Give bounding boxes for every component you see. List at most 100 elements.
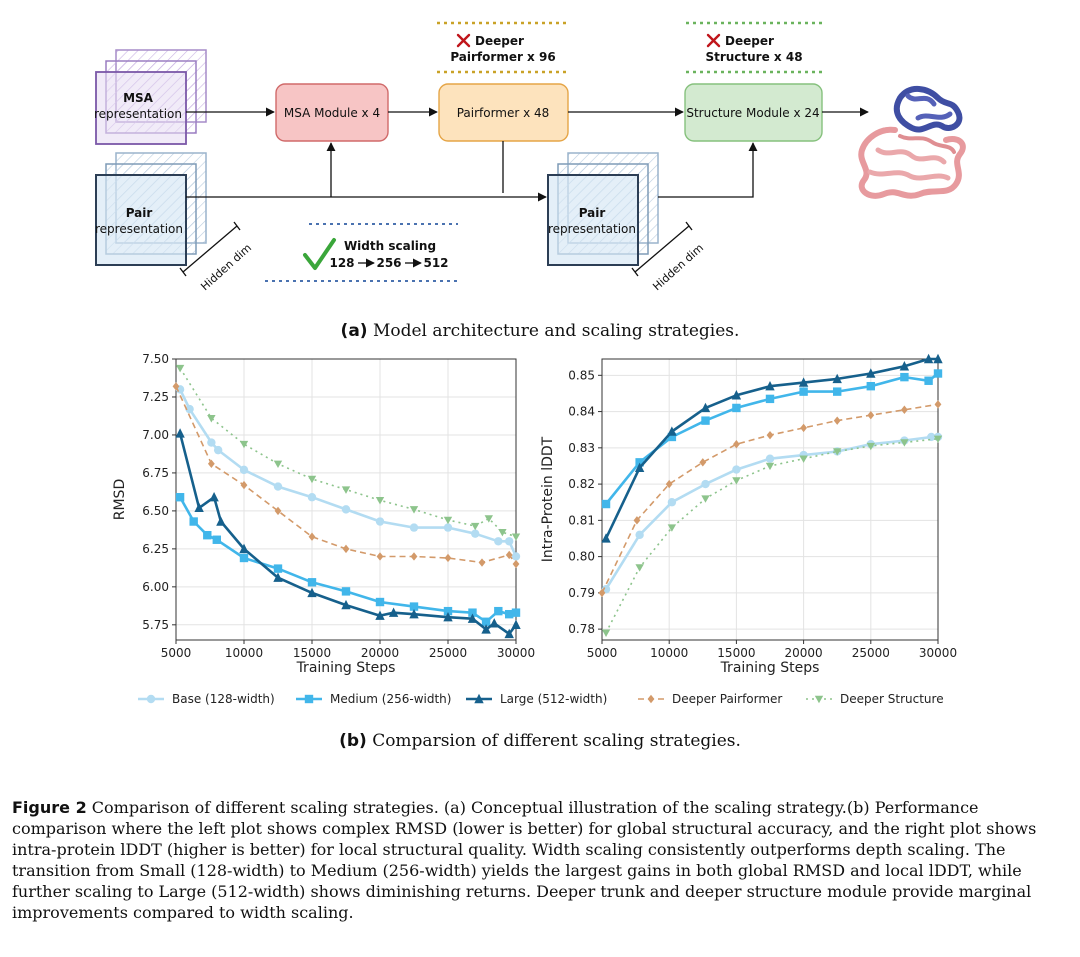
lddt-data-point [923,353,934,364]
lddt-data-point [833,448,842,456]
lddt-data-point [667,426,677,436]
rmsd-data-point [239,440,249,449]
lddt-series-1 [601,369,943,509]
rmsd-data-point [375,497,385,505]
lddt-data-point [867,411,875,420]
lddt-ylabel: Intra-Protein lDDT [540,436,556,562]
y-tick-label: 7.25 [142,390,169,404]
lddt-series-3 [598,400,942,598]
rmsd-data-point [443,612,453,622]
lddt-data-point [924,376,933,385]
rmsd-series-line [178,433,518,636]
rmsd-data-point [189,517,198,526]
rmsd-data-point [175,428,185,438]
lddt-data-point [765,462,775,471]
x-tick-label: 15000 [717,646,755,660]
rmsd-data-point [212,535,221,544]
width-256: 256 [376,256,401,270]
rmsd-data-point [172,382,180,391]
deeper-structure-line1: Deeper [725,34,774,48]
rmsd-data-point [207,459,215,469]
rmsd-data-point [240,480,248,490]
rmsd-data-point [511,608,521,617]
subcaption-a: (a) Model architecture and scaling strat… [0,321,1080,341]
rmsd-data-point [505,550,513,560]
lddt-data-point [933,435,943,443]
y-tick-label: 0.80 [568,550,595,564]
y-tick-label: 0.85 [568,368,595,382]
rmsd-data-point [443,516,453,525]
msa-representation-stack [95,49,207,145]
rmsd-data-point [478,558,486,567]
y-tick-label: 6.00 [142,580,169,594]
legend-item: Deeper Structure [806,692,944,706]
rmsd-data-point [307,493,317,502]
cross-icon [706,33,721,48]
x-tick-label: 5000 [161,646,192,660]
lddt-data-point [665,479,673,489]
x-tick-label: 5000 [587,646,618,660]
hidden-dim-label-right: Hidden dim [650,241,706,293]
y-tick-label: 0.82 [568,477,595,491]
y-tick-label: 7.50 [142,352,169,366]
lddt-data-point [733,440,740,449]
legend-marker [304,694,314,704]
lddt-data-point [732,403,741,413]
rmsd-data-point [388,607,399,617]
rmsd-data-point [512,559,520,569]
lddt-data-point [667,498,677,507]
y-tick-label: 0.79 [568,586,595,600]
lddt-data-point [601,499,611,509]
lddt-data-point [667,432,677,442]
pair-rep2-sub: representation [548,222,636,236]
lddt-chart: 5000 10000 15000 20000 25000 30000 0.78 0.79 0.8… [540,353,957,676]
y-tick-label: 0.78 [568,622,595,636]
rmsd-data-point [341,599,351,610]
subcaption-a-letter: (a) [340,321,368,341]
msa-module-label: MSA Module x 4 [284,106,380,120]
lddt-data-point [933,353,943,364]
y-tick-label: 5.75 [142,618,169,632]
rmsd-data-point [307,475,317,484]
rmsd-chart: 5000 10000 15000 20000 25000 30000 5.75 6.00 6.2… [112,352,535,676]
rmsd-series-0 [175,385,521,561]
x-tick-label: 25000 [852,646,890,660]
legend-label: Base (128-width) [172,692,275,706]
hidden-dim-bracket-right [631,221,693,277]
rmsd-data-point [489,618,499,628]
lddt-series-0 [601,432,943,594]
legend-item: Base (128-width) [138,692,275,706]
rmsd-data-point [443,606,453,616]
rmsd-data-point [375,610,385,620]
lddt-data-point [765,454,775,463]
pair-rep-sub: representation [95,222,183,236]
rmsd-data-point [239,543,249,554]
rmsd-data-point [409,602,419,611]
rmsd-data-point [410,552,418,561]
deeper-structure-line2: Structure x 48 [705,50,802,64]
lddt-data-point [732,477,741,485]
comparison-charts: 5000 10000 15000 20000 25000 30000 5.75 6.00 6.2… [112,352,957,676]
pair-rep-title: Pair [126,206,153,220]
rmsd-data-point [498,528,507,537]
rmsd-data-point [376,552,384,561]
rmsd-series-1 [175,493,521,626]
pairformer-label: Pairformer x 48 [457,106,550,120]
lddt-data-point [798,377,809,387]
msa-rep-title: MSA [123,91,154,105]
lddt-data-point [765,394,775,404]
rmsd-data-point [341,587,351,596]
rmsd-data-point [216,516,226,526]
lddt-data-point [731,390,742,400]
lddt-data-point [866,368,876,378]
rmsd-ylabel: RMSD [112,479,128,520]
lddt-data-point [765,380,775,391]
lddt-data-point [934,400,942,409]
pair-representation-stack [95,152,207,266]
rmsd-data-point [505,537,514,546]
lddt-series-line [605,438,939,634]
rmsd-data-point [341,505,351,514]
legend-marker [814,695,824,704]
chart-legend: Base (128-width) Medium (256-width) Large … [138,692,944,706]
lddt-data-point [899,361,910,371]
